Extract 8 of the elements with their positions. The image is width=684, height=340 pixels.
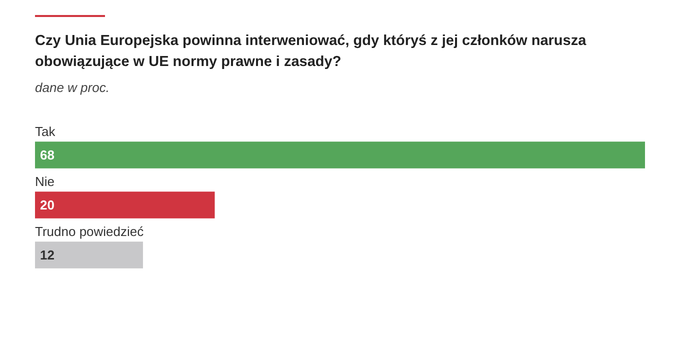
data-label: 68	[40, 148, 54, 163]
y-tick-label: Nie	[35, 174, 55, 190]
data-label: 12	[40, 248, 54, 263]
chart-title: Czy Unia Europejska powinna interweniować, gdy któryś z jej członków narusza obowiązujące w UE normy prawne i zasady?	[35, 32, 588, 72]
y-tick-label: Trudno powiedzieć	[35, 224, 144, 240]
data-label: 20	[40, 198, 54, 213]
y-tick-label: Tak	[35, 124, 56, 140]
chart-subtitle: dane w proc.	[35, 80, 110, 95]
